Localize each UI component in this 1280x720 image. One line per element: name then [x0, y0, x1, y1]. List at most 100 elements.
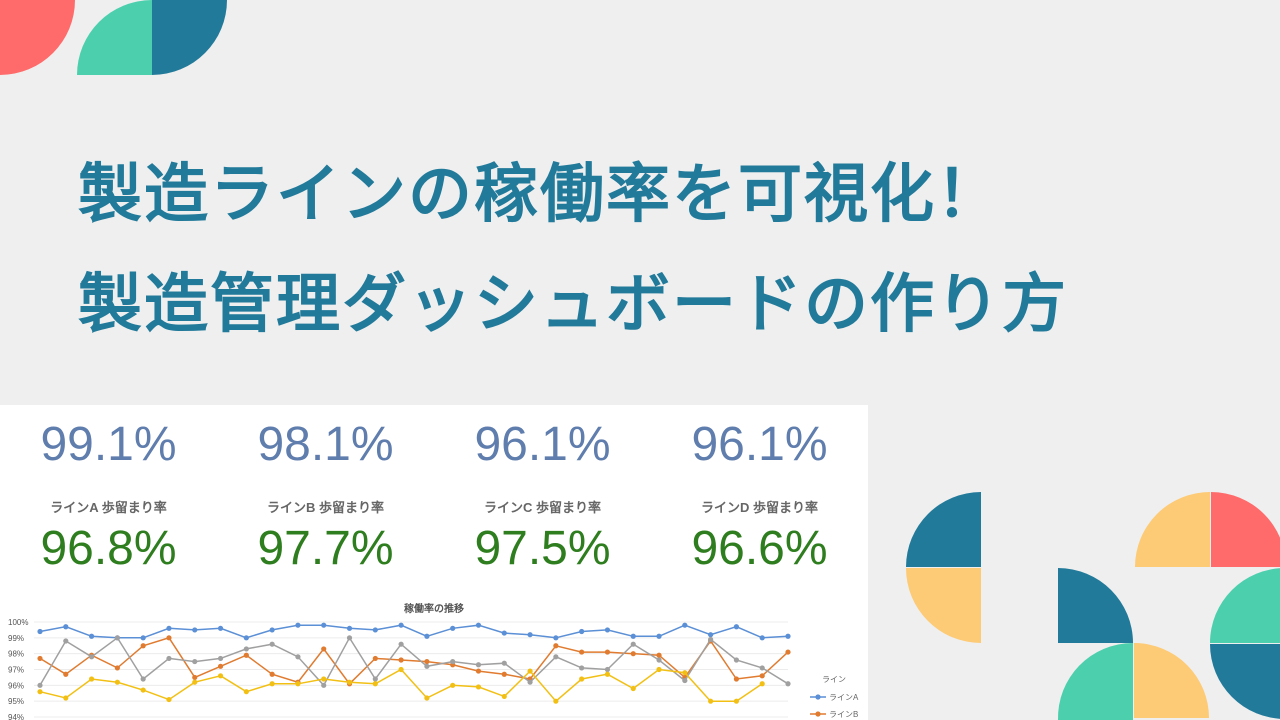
- legend-label: ラインA: [829, 693, 859, 702]
- y-tick-label: 99%: [8, 634, 24, 643]
- data-point: [759, 673, 765, 679]
- data-point: [527, 668, 533, 674]
- chart-title: 稼働率の推移: [404, 604, 464, 615]
- data-point: [295, 681, 301, 687]
- data-point: [527, 632, 533, 638]
- data-point: [759, 681, 765, 687]
- legend-marker: [815, 711, 821, 717]
- data-point: [321, 622, 327, 628]
- data-point: [243, 646, 249, 652]
- data-point: [785, 633, 791, 639]
- data-point: [192, 679, 198, 685]
- kpi-operating-rate: 99.1%: [40, 418, 177, 471]
- data-point: [217, 663, 224, 669]
- data-point: [295, 622, 301, 628]
- data-point: [398, 622, 404, 628]
- data-point: [553, 635, 559, 641]
- data-point: [733, 698, 740, 704]
- kpi-label: ラインC 歩留まり率: [483, 500, 601, 515]
- data-point: [501, 630, 507, 636]
- coral-quarter-circle: [0, 0, 75, 75]
- data-point: [63, 671, 69, 677]
- data-point: [269, 671, 275, 677]
- data-point: [501, 671, 507, 677]
- data-point: [269, 641, 275, 647]
- data-point: [140, 643, 146, 649]
- y-tick-label: 100%: [8, 618, 28, 627]
- series-line-3: [39, 636, 789, 687]
- data-point: [501, 660, 507, 666]
- data-point: [372, 627, 378, 633]
- data-point: [579, 628, 585, 635]
- data-point: [217, 673, 224, 679]
- data-point: [708, 636, 714, 643]
- data-point: [656, 652, 662, 658]
- data-point: [733, 657, 740, 663]
- data-point: [450, 625, 456, 631]
- legend-label: ラインB: [829, 710, 858, 719]
- data-point: [579, 649, 585, 655]
- y-tick-label: 96%: [8, 681, 24, 690]
- data-point: [217, 655, 224, 662]
- y-tick-label: 98%: [8, 650, 24, 659]
- data-point: [166, 696, 172, 703]
- data-point: [527, 679, 533, 685]
- kpi-label: ラインD 歩留まり率: [700, 500, 818, 515]
- data-point: [682, 622, 688, 628]
- data-point: [321, 676, 327, 682]
- data-point: [398, 657, 404, 663]
- teal-quarter-a: [906, 492, 981, 567]
- page-title: 製造ラインの稼働率を可視化！ 製造管理ダッシュボードの作り方: [78, 140, 1068, 360]
- title-line-1: 製造ラインの稼働率を可視化！: [78, 158, 1002, 232]
- data-point: [37, 655, 43, 662]
- data-point: [708, 632, 714, 638]
- data-point: [63, 638, 69, 644]
- data-point: [37, 682, 43, 688]
- data-point: [192, 627, 198, 633]
- data-point: [63, 695, 69, 701]
- title-line-2: 製造管理ダッシュボードの作り方: [78, 268, 1068, 342]
- data-point: [166, 655, 172, 662]
- data-point: [630, 651, 636, 657]
- data-point: [114, 665, 120, 671]
- data-point: [424, 633, 430, 639]
- decorative-shapes-bottom-right: [906, 492, 1280, 720]
- data-point: [269, 681, 275, 687]
- data-point: [321, 682, 327, 688]
- data-point: [475, 668, 482, 674]
- data-point: [166, 635, 172, 641]
- kpi-operating-rate: 96.1%: [691, 418, 828, 471]
- data-point: [114, 679, 120, 685]
- data-point: [759, 665, 765, 671]
- kpi-operating-rate: 96.1%: [474, 418, 611, 471]
- data-point: [656, 657, 662, 663]
- data-point: [682, 670, 688, 676]
- data-point: [243, 652, 249, 658]
- data-point: [604, 671, 611, 677]
- data-point: [553, 698, 559, 704]
- data-point: [346, 625, 353, 631]
- teal-quarter-b: [1058, 568, 1133, 643]
- data-point: [243, 689, 249, 695]
- data-point: [424, 695, 430, 701]
- legend-marker: [815, 694, 821, 700]
- data-point: [140, 676, 146, 682]
- data-point: [346, 679, 353, 685]
- data-point: [604, 666, 611, 673]
- data-point: [475, 662, 482, 668]
- data-point: [192, 658, 198, 665]
- data-point: [733, 676, 740, 682]
- data-point: [682, 677, 688, 684]
- data-point: [37, 689, 43, 695]
- y-tick-label: 95%: [8, 697, 24, 706]
- data-point: [88, 676, 95, 682]
- data-point: [450, 682, 456, 688]
- series-line-2: [39, 636, 789, 685]
- legend-title: ライン: [822, 675, 846, 684]
- data-point: [398, 666, 404, 673]
- data-point: [759, 635, 765, 641]
- decorative-shapes-top-left: [0, 0, 227, 75]
- data-point: [630, 685, 636, 692]
- yellow-quarter-c: [1134, 643, 1209, 718]
